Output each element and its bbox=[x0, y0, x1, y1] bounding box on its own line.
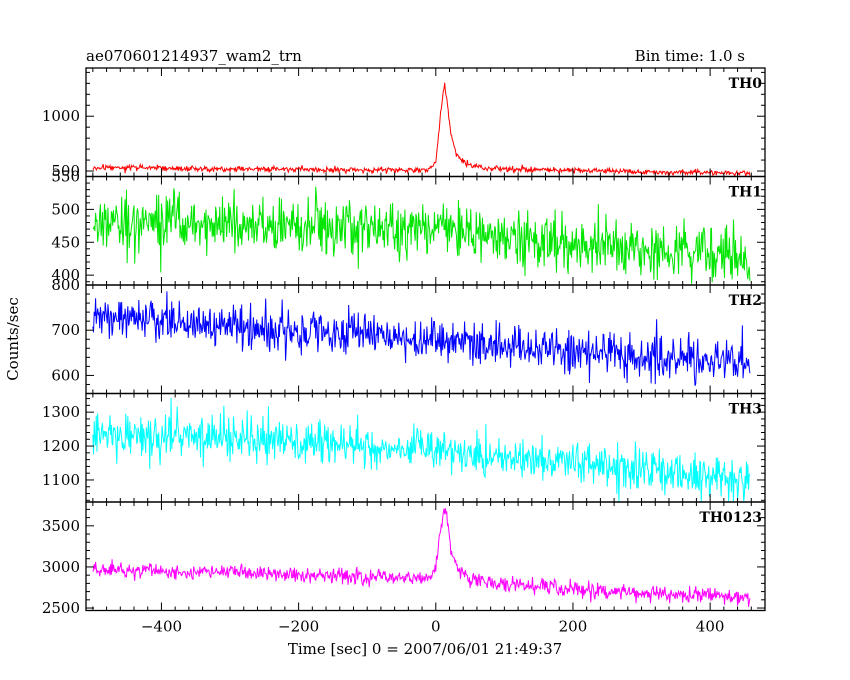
y-tick-label: 500 bbox=[51, 200, 80, 218]
x-tick-label: 400 bbox=[696, 618, 725, 636]
y-tick-label: 550 bbox=[51, 168, 80, 186]
y-axis-title: Counts/sec bbox=[4, 297, 22, 381]
panel-label-th2: TH2 bbox=[729, 293, 762, 309]
y-tick-label: 700 bbox=[51, 321, 80, 339]
y-tick-label: 450 bbox=[51, 233, 80, 251]
y-tick-label: 500 bbox=[51, 162, 80, 180]
y-tick-label: 1300 bbox=[42, 403, 80, 421]
series-line-th1 bbox=[92, 186, 751, 284]
bin-time-label: Bin time: 1.0 s bbox=[635, 47, 745, 65]
x-tick-label: −200 bbox=[278, 618, 319, 636]
panel-th2: 600 700 800 TH2 bbox=[51, 276, 766, 395]
series-line-th2 bbox=[92, 291, 751, 386]
panel-frame-th3 bbox=[85, 392, 766, 503]
y-tick-label: 1100 bbox=[42, 471, 80, 489]
x-tick-label: −400 bbox=[141, 618, 182, 636]
panels-group: 5001000TH0400450500550TH1600700800TH2110… bbox=[42, 67, 766, 636]
x-tick-label: 0 bbox=[431, 618, 441, 636]
panel-th0: 500 1000 TH0 bbox=[42, 67, 766, 180]
panel-label-th1: TH1 bbox=[729, 185, 762, 201]
panel-frame-th0 bbox=[85, 67, 766, 178]
x-tick-label: 200 bbox=[559, 618, 588, 636]
y-tick-label: 3500 bbox=[42, 517, 80, 535]
panel-label-th0123: TH0123 bbox=[699, 510, 762, 526]
series-line-th0 bbox=[92, 82, 751, 177]
panel-th0123: 2500 3000 3500 TH0123 −400 −200 0 200 400 bbox=[42, 501, 766, 636]
panel-label-th0: TH0 bbox=[729, 76, 763, 92]
y-tick-label: 1200 bbox=[42, 437, 80, 455]
panel-frame-th2 bbox=[85, 284, 766, 395]
panel-frame-th0123 bbox=[85, 501, 766, 612]
y-tick-label: 1000 bbox=[42, 107, 80, 125]
chart-title: ae070601214937_wam2_trn bbox=[86, 47, 302, 65]
series-line-th3 bbox=[92, 397, 751, 502]
x-axis-title: Time [sec] 0 = 2007/06/01 21:49:37 bbox=[288, 640, 562, 658]
panel-th3: 1100 1200 1300 TH3 bbox=[42, 392, 766, 503]
panel-th1: 400 450 500 550 TH1 bbox=[51, 168, 766, 286]
y-tick-label: 3000 bbox=[42, 558, 80, 576]
y-tick-label: 800 bbox=[51, 276, 80, 294]
y-tick-label: 600 bbox=[51, 366, 80, 384]
series-line-th0123 bbox=[92, 508, 751, 607]
panel-label-th3: TH3 bbox=[729, 402, 762, 418]
y-tick-label: 2500 bbox=[42, 599, 80, 617]
y-tick-label: 400 bbox=[51, 266, 80, 284]
